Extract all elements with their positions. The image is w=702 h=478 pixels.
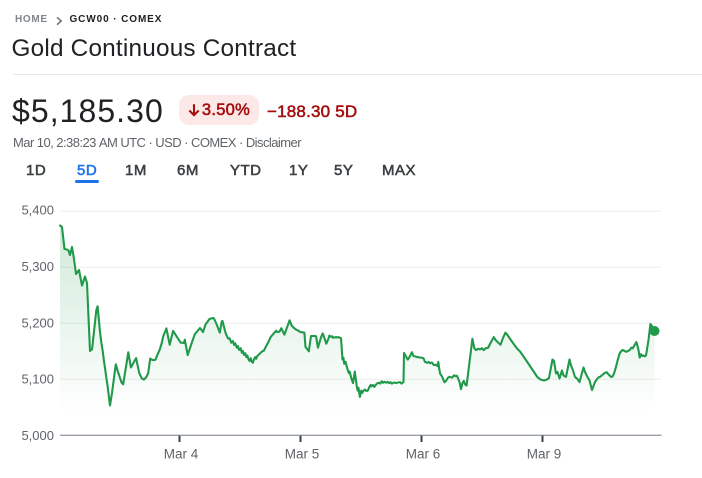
svg-text:Mar 4: Mar 4 xyxy=(164,447,199,462)
svg-text:Mar 9: Mar 9 xyxy=(527,447,562,462)
svg-text:5,300: 5,300 xyxy=(21,259,54,274)
svg-text:5,100: 5,100 xyxy=(21,372,54,387)
svg-text:5,000: 5,000 xyxy=(21,428,54,443)
svg-text:Mar 6: Mar 6 xyxy=(406,447,441,462)
svg-text:5,400: 5,400 xyxy=(21,203,54,218)
svg-text:Mar 5: Mar 5 xyxy=(285,447,320,462)
svg-text:5,200: 5,200 xyxy=(21,315,54,330)
